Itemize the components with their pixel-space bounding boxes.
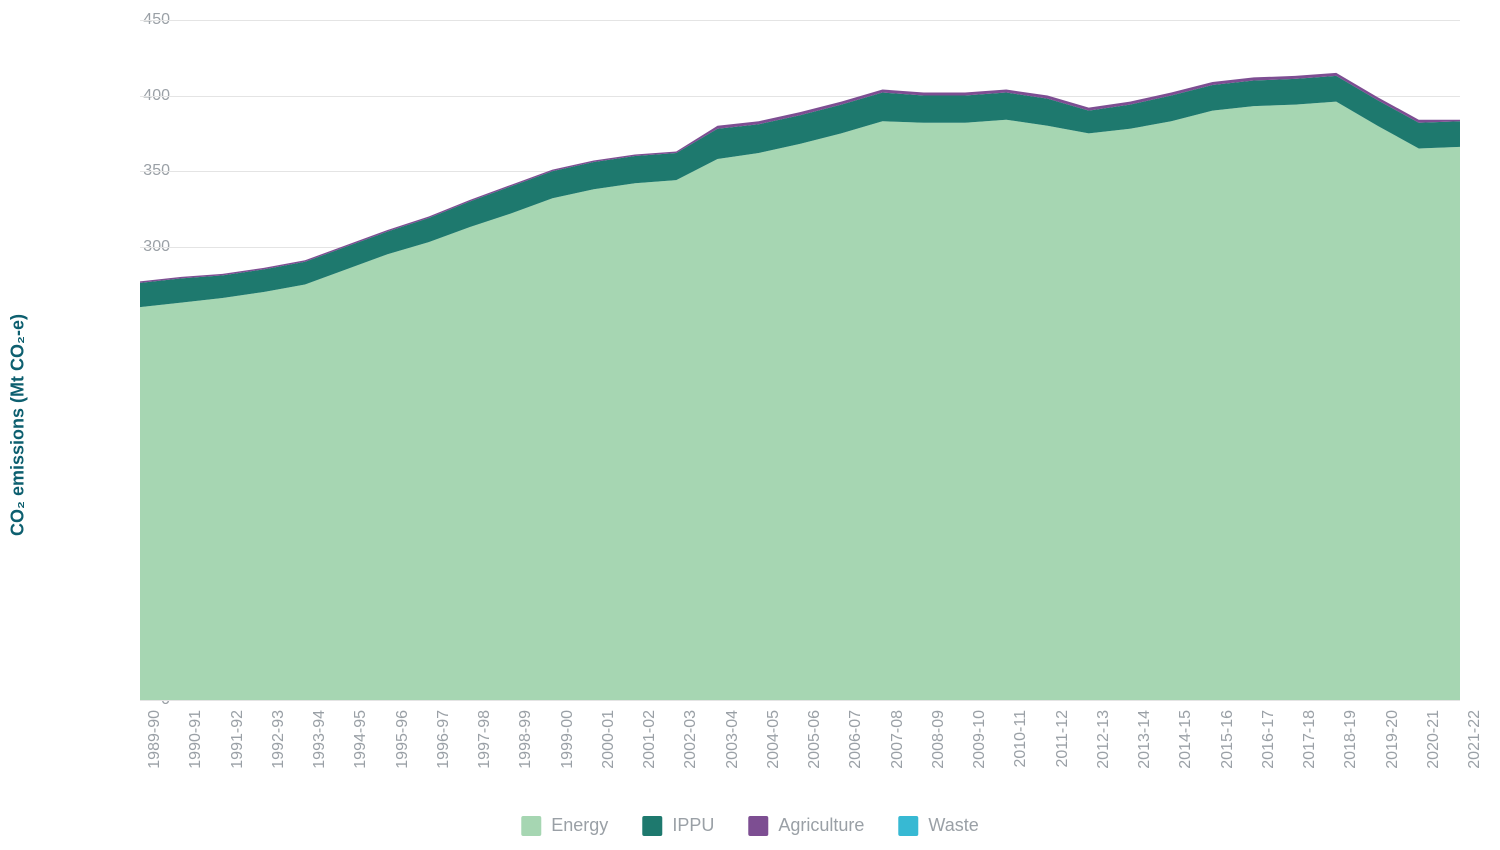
- y-axis-title: CO₂ emissions (Mt CO₂-e): [8, 314, 29, 536]
- x-tick-label: 2001-02: [641, 710, 659, 769]
- x-tick-label: 2013-14: [1136, 710, 1154, 769]
- legend-swatch-ippu: [642, 816, 662, 836]
- x-tick-label: 1992-93: [270, 710, 288, 769]
- x-tick-label: 2014-15: [1177, 710, 1195, 769]
- x-tick-label: 1997-98: [476, 710, 494, 769]
- x-tick-label: 2002-03: [682, 710, 700, 769]
- x-tick-label: 1993-94: [311, 710, 329, 769]
- x-tick-label: 2004-05: [765, 710, 783, 769]
- x-tick-label: 2017-18: [1301, 710, 1319, 769]
- legend-label-waste: Waste: [928, 815, 978, 836]
- x-tick-label: 2019-20: [1384, 710, 1402, 769]
- x-tick-label: 2006-07: [847, 710, 865, 769]
- x-tick-label: 2007-08: [889, 710, 907, 769]
- emissions-stacked-area-chart: CO₂ emissions (Mt CO₂-e) 050100150200250…: [0, 0, 1500, 850]
- legend-swatch-energy: [521, 816, 541, 836]
- x-tick-label: 2011-12: [1054, 710, 1072, 768]
- x-tick-label: 2000-01: [600, 710, 618, 769]
- x-tick-label: 2005-06: [806, 710, 824, 769]
- legend-item-energy: Energy: [521, 815, 608, 836]
- legend: Energy IPPU Agriculture Waste: [521, 815, 978, 836]
- x-tick-label: 1995-96: [394, 710, 412, 769]
- x-tick-label: 1994-95: [352, 710, 370, 769]
- legend-swatch-agriculture: [748, 816, 768, 836]
- x-tick-label: 1989-90: [146, 710, 164, 769]
- area-svg: [140, 20, 1460, 700]
- plot-area: [140, 20, 1460, 700]
- x-tick-label: 1996-97: [435, 710, 453, 769]
- x-tick-label: 2012-13: [1095, 710, 1113, 769]
- legend-item-agriculture: Agriculture: [748, 815, 864, 836]
- x-tick-label: 1991-92: [229, 710, 247, 769]
- legend-label-ippu: IPPU: [672, 815, 714, 836]
- x-tick-label: 2020-21: [1425, 710, 1443, 769]
- legend-item-waste: Waste: [898, 815, 978, 836]
- gridline: [140, 700, 1460, 701]
- x-tick-label: 2018-19: [1342, 710, 1360, 769]
- legend-label-agriculture: Agriculture: [778, 815, 864, 836]
- x-tick-label: 2015-16: [1219, 710, 1237, 769]
- x-tick-label: 2016-17: [1260, 710, 1278, 769]
- x-tick-label: 2009-10: [971, 710, 989, 769]
- x-tick-label: 1998-99: [517, 710, 535, 769]
- area-energy: [140, 102, 1460, 700]
- legend-label-energy: Energy: [551, 815, 608, 836]
- legend-item-ippu: IPPU: [642, 815, 714, 836]
- x-tick-label: 2003-04: [724, 710, 742, 769]
- x-tick-label: 1999-00: [559, 710, 577, 769]
- x-tick-label: 2021-22: [1466, 710, 1484, 769]
- x-tick-label: 1990-91: [187, 710, 205, 769]
- x-tick-label: 2010-11: [1012, 710, 1030, 768]
- legend-swatch-waste: [898, 816, 918, 836]
- x-tick-label: 2008-09: [930, 710, 948, 769]
